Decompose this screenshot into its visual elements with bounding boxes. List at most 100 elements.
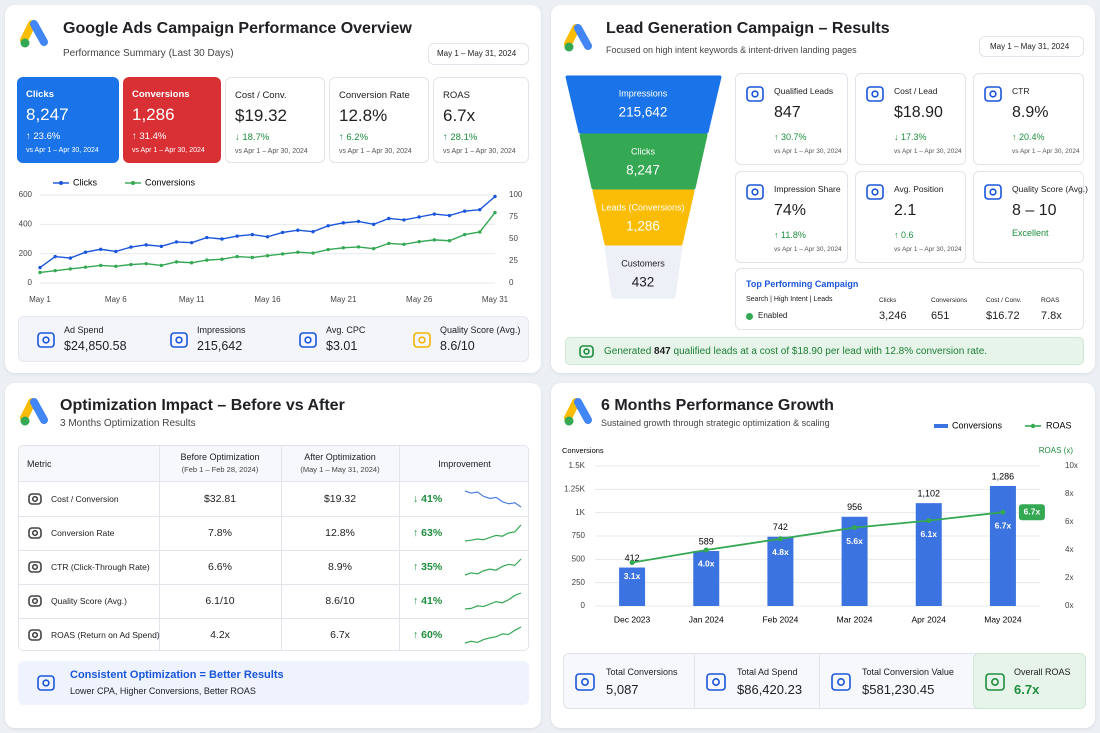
kpi-change: ↑ 28.1% <box>443 132 478 143</box>
metric-card: Impression Share 74% ↑ 11.8% vs Apr 1 – Apr… <box>735 171 848 263</box>
metric-change: ↑ 11.8% <box>774 230 806 240</box>
series-point <box>174 240 179 244</box>
icon <box>984 86 1002 102</box>
funnel-stage <box>579 133 708 190</box>
x-tick-label: Mar 2024 <box>837 614 873 624</box>
stat-value: 6.7x <box>1014 682 1040 697</box>
after-value: $19.32 <box>323 493 357 505</box>
row-divider <box>19 584 528 585</box>
metric-label: Avg. Position <box>894 184 944 194</box>
series-point <box>326 224 330 228</box>
metric-value: 847 <box>774 104 801 121</box>
sparkline-line <box>464 558 522 576</box>
kpi-card: Clicks 8,247 ↑ 23.6% vs Apr 1 – Apr 30, 202… <box>17 77 119 163</box>
logo-blue <box>30 20 48 46</box>
icon-dot <box>751 90 759 98</box>
y2-tick-label: 4x <box>1065 545 1073 554</box>
stat-label: Total Ad Spend <box>737 667 798 677</box>
series-point <box>493 210 497 215</box>
status-dot <box>746 313 753 320</box>
before-value: 7.8% <box>208 527 232 539</box>
kpi-value: 8,247 <box>26 105 69 124</box>
banner-text: Generated 847 qualified leads at a cost … <box>604 346 987 357</box>
icon-frame <box>170 332 188 348</box>
series-point <box>356 219 361 224</box>
sparkline <box>464 592 522 610</box>
before-value: 6.6% <box>208 561 232 573</box>
y-tick-label: 500 <box>572 554 586 563</box>
y2-tick-label: 50 <box>509 234 518 243</box>
roas-label: 6.1x <box>920 529 937 539</box>
funnel-label: Leads (Conversions) <box>601 202 684 212</box>
date-picker[interactable]: May 1 – May 31, 2024 <box>428 43 529 65</box>
kpi-change: ↓ 18.7% <box>235 132 270 143</box>
funnel-value: 1,286 <box>626 219 660 234</box>
series-point <box>159 244 164 249</box>
overview-panel: Google Ads Campaign Performance Overview… <box>5 5 541 373</box>
icon-dot <box>991 678 999 686</box>
metric-change: ↑ 30.7% <box>774 132 807 142</box>
campaign-col-value: 651 <box>931 310 950 322</box>
x-tick-label: Feb 2024 <box>762 614 798 624</box>
bar-value-label: 742 <box>773 522 788 532</box>
icon <box>299 332 317 348</box>
metric-label: Impression Share <box>774 184 841 194</box>
row-divider <box>19 550 528 551</box>
series-point <box>417 215 421 219</box>
bar-value-label: 1,102 <box>917 489 940 499</box>
stat-value: 8.6/10 <box>440 339 475 353</box>
funnel: Impressions 215,642 Clicks 8,247 Leads (Conv… <box>565 75 722 299</box>
icon-frame <box>746 184 764 200</box>
campaign-title: Top Performing Campaign <box>746 279 859 289</box>
series-point <box>98 247 103 251</box>
summary-banner: Consistent Optimization = Better Results… <box>18 661 529 705</box>
icon-frame <box>28 629 42 641</box>
series-point <box>478 230 482 234</box>
metric-note: Excellent <box>1012 228 1049 238</box>
icon-frame <box>831 673 851 691</box>
legend-label: ROAS <box>1046 420 1072 430</box>
series-point <box>265 235 270 239</box>
kpi-label: Conversions <box>132 89 190 100</box>
logo-green <box>20 38 30 48</box>
y2-tick-label: 6x <box>1065 517 1073 526</box>
google-ads-logo <box>564 24 592 52</box>
metric-value: 8 – 10 <box>1012 202 1057 219</box>
logo-yellow <box>20 20 36 44</box>
series-point <box>326 247 330 252</box>
series-point <box>432 212 437 216</box>
panel-title: Lead Generation Campaign – Results <box>606 20 890 37</box>
bar-value-label: 1,286 <box>992 471 1015 481</box>
x-tick-label: May 6 <box>105 295 127 304</box>
icon <box>413 332 431 348</box>
sparkline-line <box>464 490 522 508</box>
icon-dot <box>581 678 589 686</box>
summary-banner: Generated 847 qualified leads at a cost … <box>565 337 1084 365</box>
icon-frame <box>575 673 595 691</box>
date-picker[interactable]: May 1 – May 31, 2024 <box>979 36 1084 57</box>
x-tick-label: Dec 2023 <box>614 614 651 624</box>
metric-change: ↓ 17.3% <box>894 132 927 142</box>
after-value: 8.9% <box>328 561 352 573</box>
y2-tick-label: 2x <box>1065 573 1073 582</box>
line-chart: 0 200 400 600 0 25 50 75 100 May 1 May 6 May 11 May … <box>19 177 523 304</box>
icon-frame <box>28 527 42 539</box>
metric-label: Qualified Leads <box>774 86 834 96</box>
icon-frame <box>706 673 726 691</box>
x-tick-label: May 16 <box>254 295 281 304</box>
metric-label: Cost / Lead <box>894 86 938 96</box>
logo-blue <box>574 398 592 424</box>
roas-point <box>852 525 858 531</box>
series-point <box>387 216 391 221</box>
kpi-label: Clicks <box>26 89 54 100</box>
header-cell: After Optimization (May 1 – May 31, 2024) <box>281 446 399 482</box>
stat-value: $24,850.58 <box>64 339 127 353</box>
metric-change: ↑ 20.4% <box>1012 132 1045 142</box>
legend-swatch <box>934 424 948 428</box>
stats-bar: Ad Spend $24,850.58 Impressions 215,642 Avg.… <box>18 316 529 362</box>
roas-tag-label: 6.7x <box>1024 506 1041 516</box>
logo-yellow <box>564 398 580 422</box>
series-point <box>83 250 88 254</box>
stat-label: Impressions <box>197 325 246 335</box>
